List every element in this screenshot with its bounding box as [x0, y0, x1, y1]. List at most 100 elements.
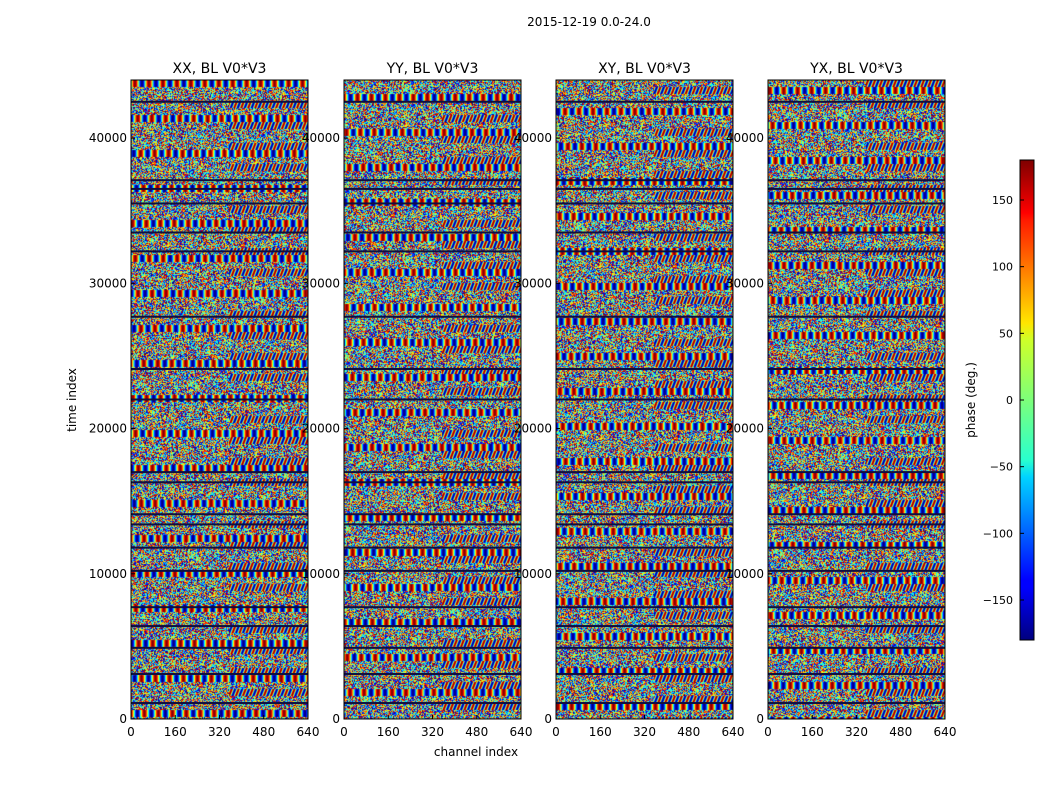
y-tick-label: 40000 — [726, 131, 764, 145]
gap-line — [556, 315, 733, 318]
gap-line — [768, 481, 945, 484]
gap-line — [556, 100, 733, 103]
gap-line — [344, 481, 521, 484]
gap-line — [344, 398, 521, 401]
panel-title-3: XY, BL V0*V3 — [598, 61, 691, 77]
panel-3: XY, BL V0*V3 0 160 320 480 640 0 10000 20000 3000… — [514, 61, 745, 739]
gap-line — [131, 625, 308, 628]
x-tick-label: 320 — [421, 725, 444, 739]
gap-line — [131, 187, 308, 190]
gap-line — [344, 646, 521, 649]
gap-line — [344, 231, 521, 234]
gap-line — [131, 646, 308, 649]
gap-line — [556, 179, 733, 182]
x-tick-label: 160 — [377, 725, 400, 739]
gap-line — [768, 625, 945, 628]
gap-line — [768, 231, 945, 234]
y-tick-label: 30000 — [726, 276, 764, 290]
gap-line — [768, 315, 945, 318]
gap-line — [768, 368, 945, 371]
x-tick-label: 480 — [252, 725, 275, 739]
gap-line — [131, 100, 308, 103]
gap-line — [768, 398, 945, 401]
x-tick-label: 160 — [801, 725, 824, 739]
y-tick-label: 40000 — [514, 131, 552, 145]
y-tick-label: 10000 — [726, 567, 764, 581]
x-tick-label: 320 — [208, 725, 231, 739]
x-tick-label: 480 — [677, 725, 700, 739]
x-tick-label: 480 — [465, 725, 488, 739]
gap-line — [344, 100, 521, 103]
gap-line — [556, 523, 733, 526]
x-tick-label: 640 — [722, 725, 745, 739]
gap-line — [344, 202, 521, 205]
gap-line — [556, 187, 733, 190]
gap-line — [768, 513, 945, 516]
gap-line — [131, 202, 308, 205]
y-tick-label: 20000 — [514, 422, 552, 436]
gap-line — [768, 546, 945, 549]
gap-line — [768, 672, 945, 675]
panel-title-1: XX, BL V0*V3 — [173, 61, 267, 77]
gap-line — [344, 187, 521, 190]
gap-line — [768, 646, 945, 649]
gap-line — [131, 569, 308, 572]
y-tick-label: 40000 — [302, 131, 340, 145]
gap-line — [768, 569, 945, 572]
gap-line — [131, 702, 308, 705]
gap-line — [344, 368, 521, 371]
x-tick-label: 320 — [845, 725, 868, 739]
gap-line — [344, 471, 521, 474]
gap-line — [131, 523, 308, 526]
x-tick-label: 0 — [340, 725, 348, 739]
gap-line — [556, 471, 733, 474]
gap-line — [556, 231, 733, 234]
gap-line — [556, 646, 733, 649]
colorbar-tick-label: 100 — [992, 261, 1013, 274]
gap-line — [556, 672, 733, 675]
gap-line — [556, 202, 733, 205]
colorbar-tick-label: −50 — [990, 461, 1013, 474]
y-tick-label: 0 — [756, 712, 764, 726]
gap-line — [344, 625, 521, 628]
y-tick-label: 0 — [332, 712, 340, 726]
x-tick-label: 640 — [934, 725, 957, 739]
panel-2: YY, BL V0*V3 0 160 320 480 640 0 10000 20000 3000… — [302, 61, 533, 739]
x-tick-label: 480 — [889, 725, 912, 739]
colorbar: 150 100 50 0 −50 −100 −150 phase (deg.) — [964, 159, 1035, 641]
gap-line — [344, 523, 521, 526]
gap-line — [556, 513, 733, 516]
y-tick-label: 30000 — [89, 276, 127, 290]
gap-line — [768, 179, 945, 182]
gap-line — [768, 202, 945, 205]
colorbar-tick-label: 50 — [999, 327, 1013, 340]
y-tick-label: 10000 — [302, 567, 340, 581]
gap-line — [768, 471, 945, 474]
colorbar-label: phase (deg.) — [964, 362, 978, 438]
y-tick-label: 30000 — [302, 276, 340, 290]
colorbar-ticks: 150 100 50 0 −50 −100 −150 — [983, 194, 1024, 607]
gap-line — [556, 606, 733, 609]
gap-line — [344, 546, 521, 549]
y-tick-label: 20000 — [302, 422, 340, 436]
gap-line — [768, 523, 945, 526]
gap-line — [344, 569, 521, 572]
x-tick-label: 0 — [552, 725, 560, 739]
gap-line — [768, 187, 945, 190]
colorbar-tick-label: 150 — [992, 194, 1013, 207]
gap-line — [131, 250, 308, 253]
gap-line — [556, 481, 733, 484]
gap-line — [131, 513, 308, 516]
gap-line — [131, 398, 308, 401]
y-tick-label: 10000 — [89, 567, 127, 581]
gap-line — [556, 250, 733, 253]
gap-line — [344, 702, 521, 705]
gap-line — [344, 513, 521, 516]
y-tick-label: 40000 — [89, 131, 127, 145]
figure-title: 2015-12-19 0.0-24.0 — [527, 15, 651, 29]
gap-line — [131, 231, 308, 234]
gap-line — [344, 606, 521, 609]
gap-line — [344, 179, 521, 182]
panels: XX, BL V0*V3 0 160 320 480 640 0 10000 20000 3000… — [89, 61, 957, 739]
panel-title-2: YY, BL V0*V3 — [386, 61, 479, 77]
